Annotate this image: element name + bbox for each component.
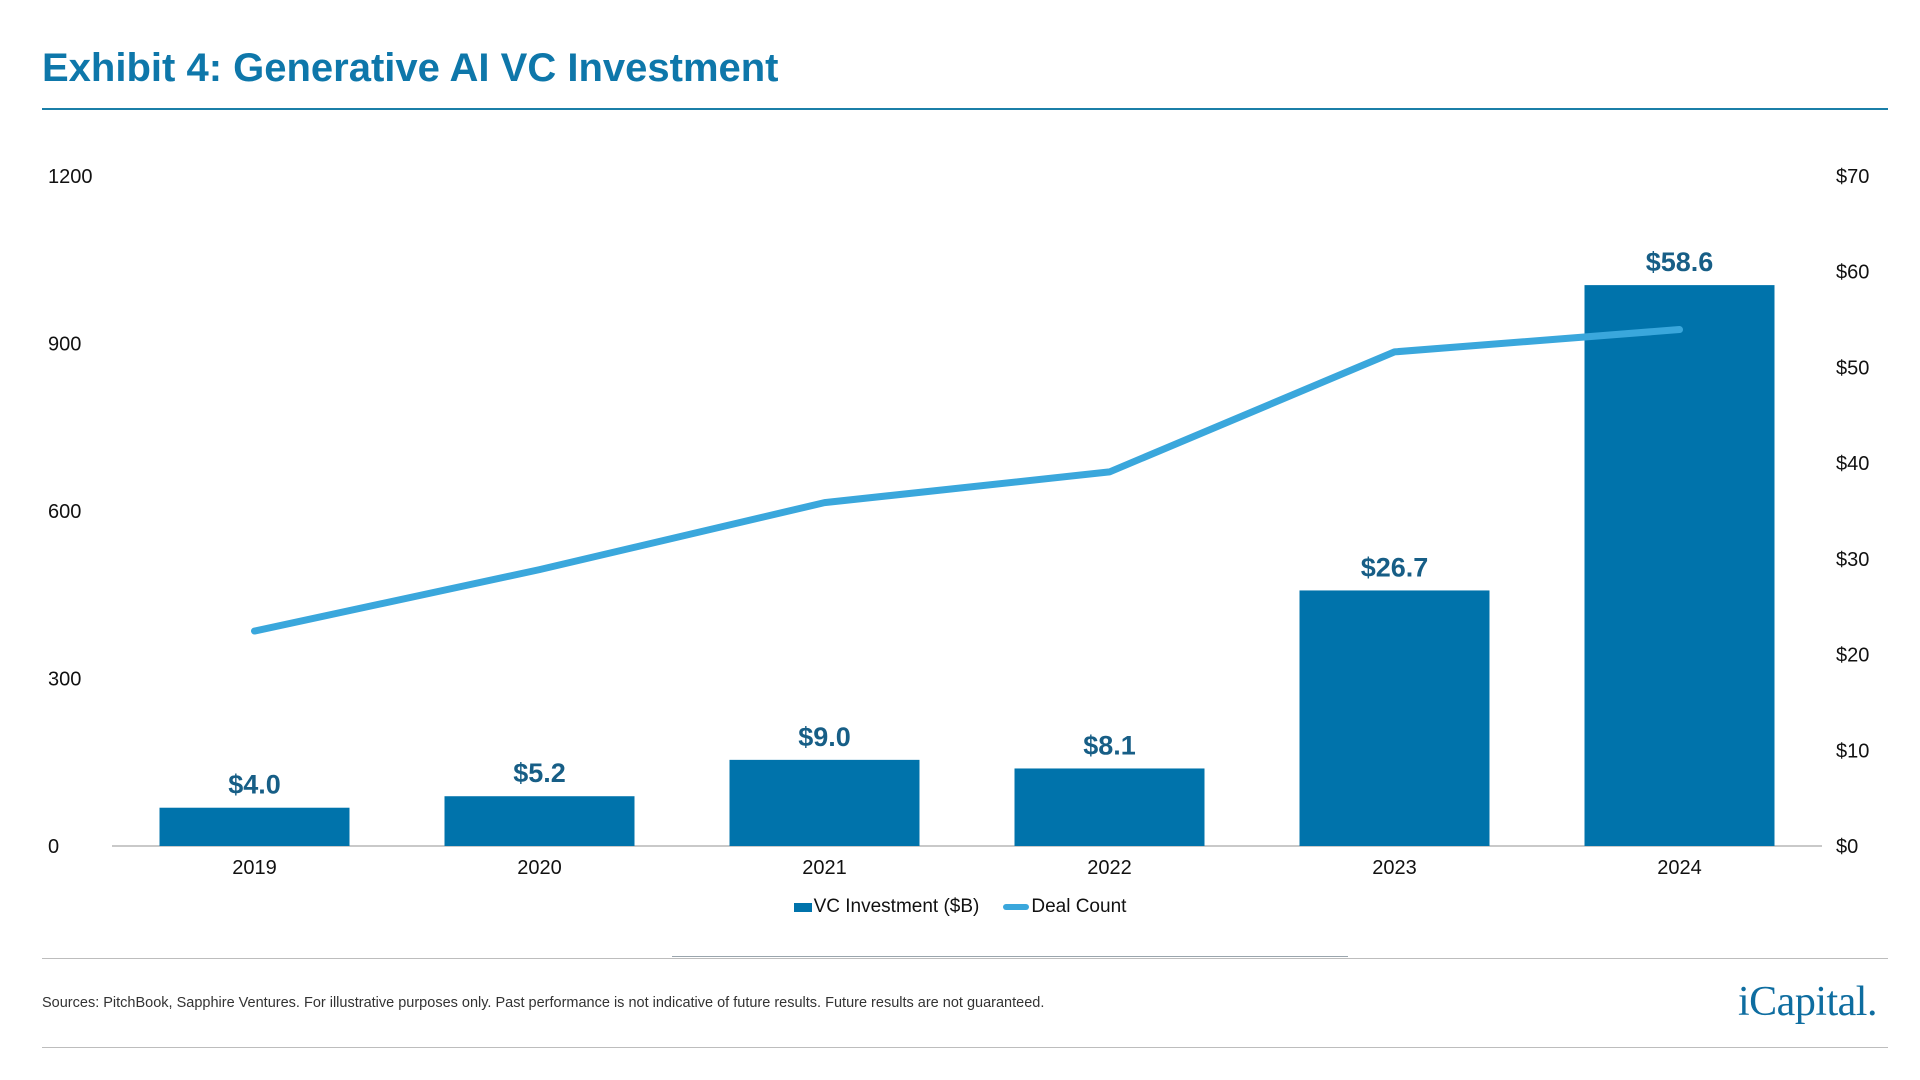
right-axis-tick-label: $70	[1836, 166, 1869, 188]
bar-data-label: $26.7	[1361, 552, 1429, 582]
right-axis-tick-label: $40	[1836, 453, 1869, 475]
sources-note: Sources: PitchBook, Sapphire Ventures. F…	[42, 995, 1045, 1011]
bar-data-label: $9.0	[798, 722, 851, 752]
x-axis-tick-label: 2020	[517, 857, 562, 879]
bar-vc-investment-2020	[444, 796, 635, 846]
left-axis-tick-label: 900	[48, 334, 81, 356]
bottom-divider	[42, 1047, 1888, 1048]
bar-vc-investment-2023	[1299, 590, 1490, 846]
title-divider	[42, 108, 1888, 110]
x-axis-tick-label: 2022	[1087, 857, 1132, 879]
bar-data-label: $5.2	[513, 758, 566, 788]
footer-divider	[42, 958, 1888, 959]
x-axis-tick-label: 2024	[1657, 857, 1702, 879]
bar-vc-investment-2024	[1584, 285, 1775, 847]
bar-data-label: $58.6	[1646, 247, 1714, 277]
x-axis-tick-label: 2019	[232, 857, 277, 879]
bar-data-label: $8.1	[1083, 730, 1136, 760]
deal-count-line	[251, 326, 1683, 635]
left-axis-tick-label: 300	[48, 669, 81, 691]
chart-svg: 0 300 600 900 1200 $0 $10 $20 $30 $40 $50 $60 $70 $4.…	[48, 166, 1869, 879]
legend-swatch-bar	[793, 902, 812, 912]
legend-swatch-line	[1003, 904, 1030, 910]
left-axis-tick-label: 1200	[48, 166, 93, 188]
right-axis-tick-label: $0	[1836, 836, 1858, 858]
legend-label-vc-investment: VC Investment ($B)	[813, 896, 980, 917]
right-axis-tick-label: $20	[1836, 645, 1869, 667]
left-axis-tick-label: 0	[48, 836, 59, 858]
x-axis-tick-label: 2021	[802, 857, 847, 879]
bar-data-label: $4.0	[228, 770, 281, 800]
bar-vc-investment-2022	[1014, 768, 1205, 846]
page-title: Exhibit 4: Generative AI VC Investment	[42, 46, 779, 90]
right-axis-tick-label: $10	[1836, 740, 1869, 762]
bar-vc-investment-2021	[729, 759, 920, 846]
left-axis-tick-label: 600	[48, 501, 81, 523]
right-axis-tick-label: $60	[1836, 262, 1869, 284]
bar-vc-investment-2019	[159, 807, 350, 846]
footer-divider-accent	[672, 956, 1348, 957]
legend-label-deal-count: Deal Count	[1031, 896, 1127, 917]
right-axis-tick-label: $30	[1836, 549, 1869, 571]
legend-item-deal-count[interactable]: Deal Count	[983, 896, 1126, 918]
icapital-logo: iCapital.	[1738, 979, 1877, 1025]
chart-legend: VC Investment ($B) Deal Count	[0, 896, 1920, 918]
x-axis-tick-label: 2023	[1372, 857, 1417, 879]
right-axis-tick-label: $50	[1836, 357, 1869, 379]
legend-item-vc-investment[interactable]: VC Investment ($B)	[793, 896, 980, 918]
